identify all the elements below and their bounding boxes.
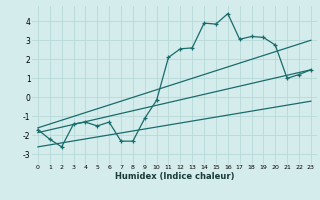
X-axis label: Humidex (Indice chaleur): Humidex (Indice chaleur) (115, 172, 234, 181)
